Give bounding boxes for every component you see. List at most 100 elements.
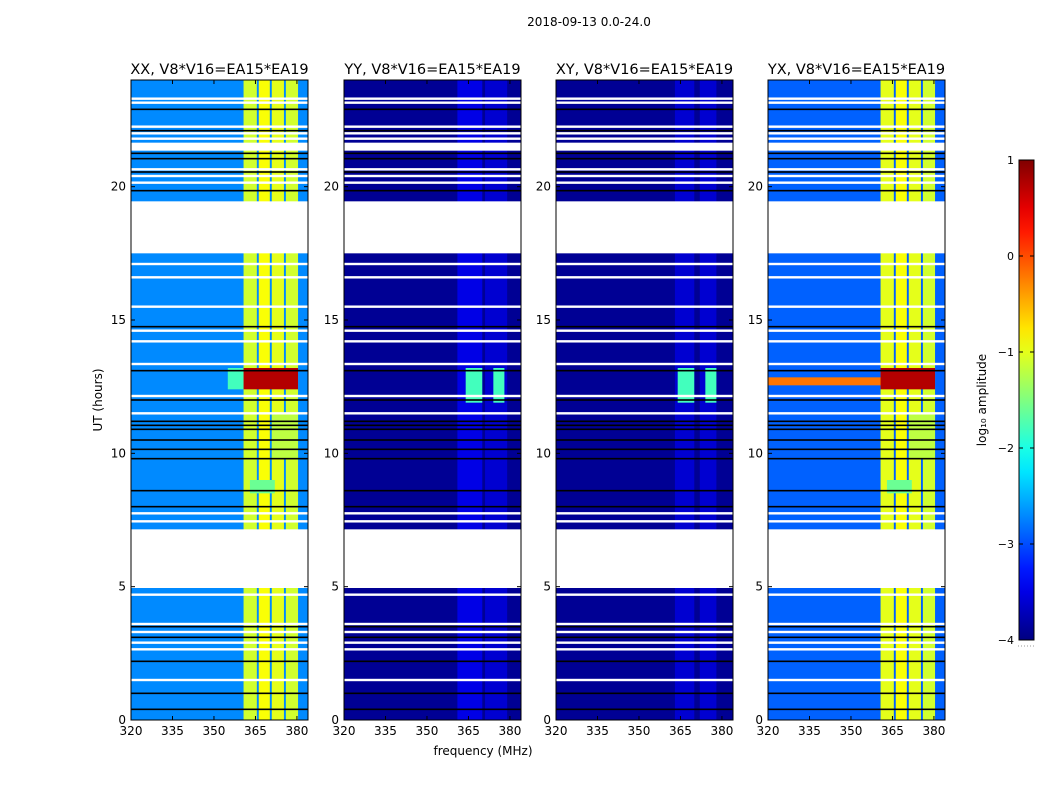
flagged-row-white [768, 630, 945, 634]
y-tick-label: 20 [748, 180, 763, 194]
colorbar-tick-label: −2 [998, 442, 1014, 455]
flagged-row-white [344, 394, 521, 398]
flagged-row-white [556, 276, 733, 279]
flagged-row-black [131, 625, 308, 628]
flagged-row-white [768, 181, 945, 184]
x-tick-label: 365 [881, 724, 904, 738]
x-tick-label: 380 [922, 724, 945, 738]
y-tick-label: 0 [755, 713, 763, 727]
flagged-row-white [556, 648, 733, 651]
flagged-row-white [131, 101, 308, 104]
flagged-row-black [131, 189, 308, 192]
rfi-event [243, 368, 299, 390]
y-tick-label: 5 [118, 580, 126, 594]
flagged-row-black [556, 505, 733, 508]
flagged-row-black [344, 448, 521, 451]
flagged-row-black [556, 424, 733, 427]
colorbar-tick-label: −4 [998, 634, 1014, 647]
flagged-row-white [131, 520, 308, 523]
time-gap [131, 142, 308, 151]
colorbar-tick-label: 0 [1007, 250, 1014, 263]
y-tick-label: 5 [755, 580, 763, 594]
flagged-row-white [556, 340, 733, 343]
flagged-row-white [556, 262, 733, 266]
flagged-row-white [768, 641, 945, 644]
colorbar-tick-label: 1 [1007, 154, 1014, 167]
flagged-row-white [556, 101, 733, 104]
flagged-row-black [768, 108, 945, 111]
x-tick-label: 320 [545, 724, 568, 738]
flagged-row-white [344, 276, 521, 279]
flagged-row-black [131, 439, 308, 441]
panel-title: XX, V8*V16=EA15*EA19 [130, 62, 308, 78]
flagged-row-white [131, 412, 308, 415]
flagged-row-white [131, 168, 308, 171]
flagged-row-black [131, 129, 308, 132]
flagged-row-white [556, 329, 733, 332]
flagged-row-white [344, 641, 521, 644]
flagged-row-black [768, 625, 945, 628]
flagged-row-white [768, 622, 945, 626]
colorbar: 1 0 −1 −2 −3 −4 log₁₀ amplitude [975, 154, 1035, 647]
flagged-row-black [131, 636, 308, 639]
flagged-row-black [344, 636, 521, 639]
x-tick-label: 335 [374, 724, 397, 738]
flagged-row-white [556, 630, 733, 634]
flagged-row-black [556, 448, 733, 451]
flagged-row-black [131, 108, 308, 111]
flagged-row-white [556, 362, 733, 366]
flagged-row-black [131, 424, 308, 427]
flagged-row-black [131, 708, 308, 711]
flagged-row-black [768, 489, 945, 492]
flagged-row-white [344, 262, 521, 266]
flagged-row-black [556, 325, 733, 328]
flagged-row-white [344, 132, 521, 135]
x-tick-label: 350 [840, 724, 863, 738]
flagged-row-white [131, 262, 308, 266]
flagged-row-white [556, 174, 733, 178]
axes-frame [130, 79, 309, 721]
rfi-event [880, 368, 936, 390]
flagged-row-white [131, 648, 308, 651]
flagged-row-white [556, 622, 733, 626]
flagged-row-white [344, 412, 521, 415]
flagged-row-black [344, 692, 521, 695]
flagged-row-white [344, 305, 521, 308]
rfi-event [227, 368, 244, 390]
flagged-row-white [768, 101, 945, 104]
y-tick-label: 10 [111, 446, 126, 460]
x-tick-label: 335 [798, 724, 821, 738]
time-gap [768, 201, 945, 254]
flagged-row-black [768, 369, 945, 372]
flagged-row-black [768, 505, 945, 508]
axes-frame [555, 79, 734, 721]
flagged-row-white [131, 305, 308, 308]
time-gap [344, 142, 521, 151]
flagged-row-white [344, 512, 521, 515]
flagged-row-white [556, 125, 733, 128]
figure-title: 2018-09-13 0.0-24.0 [527, 15, 651, 29]
time-gap [768, 529, 945, 588]
y-tick-label: 20 [536, 180, 551, 194]
flagged-row-white [344, 622, 521, 626]
flagged-row-black [768, 428, 945, 431]
y-tick-label: 10 [748, 446, 763, 460]
flagged-row-white [768, 520, 945, 523]
flagged-row-black [556, 129, 733, 132]
flagged-row-black [556, 636, 733, 639]
colorbar-gradient [1018, 159, 1035, 641]
flagged-row-white [344, 648, 521, 651]
rfi-event [465, 368, 483, 403]
x-tick-label: 380 [710, 724, 733, 738]
time-gap [556, 201, 733, 254]
flagged-row-black [556, 108, 733, 111]
flagged-row-black [344, 325, 521, 328]
flagged-row-black [556, 152, 733, 155]
y-tick-label: 20 [111, 180, 126, 194]
flagged-row-black [131, 505, 308, 508]
rfi-event [272, 413, 299, 459]
flagged-row-white [344, 101, 521, 104]
y-tick-label: 15 [324, 313, 339, 327]
flagged-row-black [344, 424, 521, 427]
x-tick-label: 365 [669, 724, 692, 738]
